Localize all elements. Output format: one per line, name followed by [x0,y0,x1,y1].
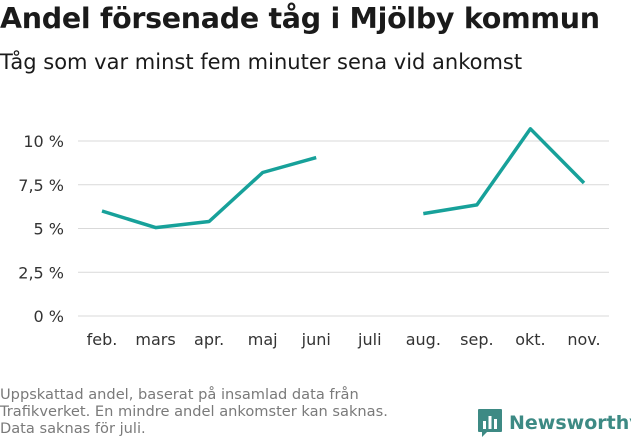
footnote-line: Trafikverket. En mindre andel ankomster … [0,403,388,420]
brand-name: Newsworthy [509,412,631,434]
y-tick-label: 7,5 % [18,176,64,195]
chart-subtitle: Tåg som var minst fem minuter sena vid a… [0,50,523,74]
series-lines [101,127,586,230]
x-axis-labels: feb. mars apr. maj juni juli aug. sep. okt. nov. [87,330,601,349]
bar-chart-speech-icon [478,409,502,437]
x-tick-label: sep. [460,330,493,349]
series-line-segment [423,127,586,216]
footnote-line: Data saknas för juli. [0,420,146,437]
y-tick-label: 0 % [34,307,64,326]
x-tick-label: okt. [515,330,545,349]
x-tick-label: maj [248,330,278,349]
y-tick-label: 5 % [34,220,64,239]
x-tick-label: nov. [567,330,600,349]
footnote-line: Uppskattad andel, baserat på insamlad da… [0,386,359,403]
y-tick-label: 10 % [23,132,64,151]
footnote: Uppskattad andel, baserat på insamlad da… [0,386,440,437]
line-chart: 0 % 2,5 % 5 % 7,5 % 10 % feb. mars apr. maj juni… [18,127,609,349]
series-line-segment [101,155,317,230]
chart-title: Andel försenade tåg i Mjölby kommun [0,2,600,35]
brand-logo: Newsworthy [477,407,631,439]
y-axis-labels: 0 % 2,5 % 5 % 7,5 % 10 % [18,132,64,326]
x-tick-label: apr. [194,330,224,349]
x-tick-label: juli [357,330,381,349]
x-tick-label: feb. [87,330,118,349]
x-tick-label: mars [135,330,175,349]
y-tick-label: 2,5 % [18,263,64,282]
x-tick-label: juni [301,330,331,349]
x-tick-label: aug. [406,330,441,349]
